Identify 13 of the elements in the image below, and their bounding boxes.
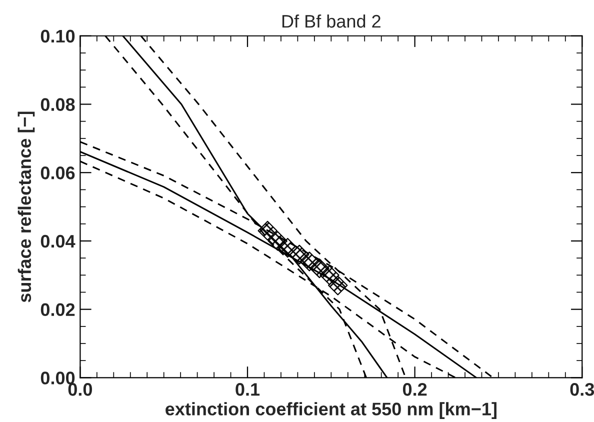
y-tick-label: 0.00 bbox=[40, 372, 75, 384]
y-tick-label: 0.08 bbox=[40, 98, 75, 111]
x-tick-label: 0.2 bbox=[402, 383, 427, 396]
y-tick-label: 0.04 bbox=[40, 234, 76, 248]
x-axis-title: extinction coefficient at 550 nm [km−1] bbox=[166, 402, 496, 419]
y-tick-label: 0.02 bbox=[40, 303, 75, 316]
y-axis-title: surface reflectance [−] bbox=[18, 112, 35, 302]
x-tick-label: 0.0 bbox=[68, 383, 92, 396]
y-tick-label: 0.10 bbox=[40, 30, 75, 43]
y-tick-label: 0.06 bbox=[40, 166, 75, 180]
chart-title: Df Bf band 2 bbox=[282, 14, 380, 28]
x-tick-label: 0.3 bbox=[570, 383, 594, 396]
x-tick-label: 0.1 bbox=[236, 383, 260, 396]
